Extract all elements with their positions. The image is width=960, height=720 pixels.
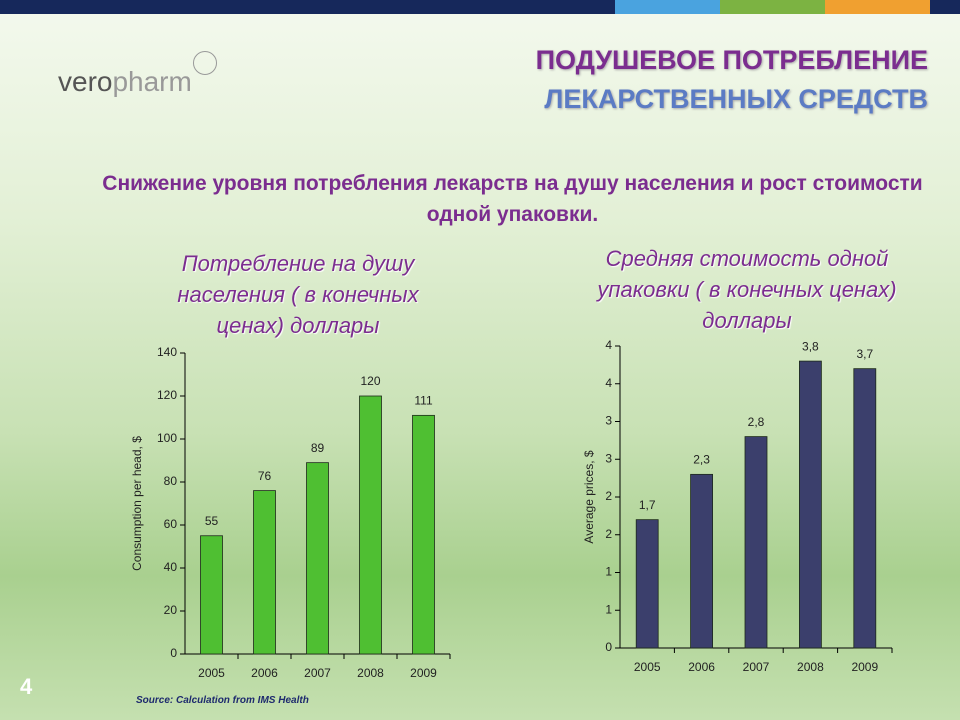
title-line: ЛЕКАРСТВЕННЫХ СРЕДСТВ (544, 84, 928, 114)
x-tick-label: 2008 (797, 660, 824, 674)
y-tick-label: 60 (164, 517, 178, 531)
x-tick-label: 2007 (304, 666, 331, 680)
y-tick-label: 80 (164, 474, 178, 488)
chart-title: Потребление на душу населения ( в конечн… (177, 251, 419, 338)
bar (306, 462, 329, 655)
x-tick-label: 2009 (851, 660, 878, 674)
y-tick-label: 120 (157, 388, 177, 402)
logo: veropharm (58, 66, 192, 98)
bar (799, 360, 822, 649)
value-label: 120 (360, 374, 380, 388)
bar (359, 395, 382, 655)
y-axis-label: Average prices, $ (582, 450, 596, 543)
source: Source: Calculation from IMS Health (136, 695, 309, 706)
value-label: 76 (258, 469, 272, 483)
bar (200, 535, 223, 655)
bar (412, 414, 435, 655)
value-label: 3,8 (802, 339, 819, 353)
value-label: 2,8 (748, 415, 765, 429)
value-label: 1,7 (639, 498, 656, 512)
x-tick-label: 2008 (357, 666, 384, 680)
top-block (825, 0, 930, 14)
value-label: 89 (311, 441, 325, 455)
bar (690, 473, 713, 649)
value-label: 111 (414, 394, 433, 408)
value-label: 3,7 (856, 347, 873, 361)
bar (253, 490, 276, 655)
x-tick-label: 2007 (743, 660, 770, 674)
y-tick-label: 140 (157, 345, 177, 359)
bar (853, 368, 877, 649)
value-label: 55 (205, 514, 219, 528)
logo-part: vero (58, 66, 113, 97)
y-tick-label: 4 (605, 338, 612, 352)
value-label: 2,3 (693, 453, 710, 467)
y-axis-label: Consumption per head, $ (130, 436, 144, 571)
x-tick-label: 2006 (688, 660, 715, 674)
y-tick-label: 3 (605, 414, 612, 428)
y-tick-label: 0 (605, 640, 612, 654)
y-tick-label: 0 (170, 646, 177, 660)
y-tick-label: 2 (605, 527, 612, 541)
y-tick-label: 1 (605, 565, 612, 579)
top-block (720, 0, 825, 14)
y-tick-label: 1 (605, 602, 612, 616)
top-block (615, 0, 720, 14)
y-tick-label: 2 (605, 489, 612, 503)
x-tick-label: 2006 (251, 666, 278, 680)
x-tick-label: 2005 (198, 666, 225, 680)
title-line: ПОДУШЕВОЕ ПОТРЕБЛЕНИЕ (535, 45, 928, 75)
logo-circle (193, 51, 217, 75)
subtitle: Снижение уровня потребления лекарств на … (102, 172, 923, 226)
y-tick-label: 20 (164, 603, 178, 617)
chart-title: Средняя стоимость одной упаковки ( в кон… (597, 246, 897, 333)
bar (744, 436, 768, 649)
y-tick-label: 3 (605, 451, 612, 465)
logo-part: pharm (112, 66, 192, 97)
page-number: 4 (20, 674, 33, 699)
x-tick-label: 2009 (410, 666, 437, 680)
y-tick-label: 4 (605, 376, 612, 390)
bar (635, 519, 659, 649)
y-tick-label: 40 (164, 560, 178, 574)
x-tick-label: 2005 (634, 660, 661, 674)
y-tick-label: 100 (157, 431, 177, 445)
